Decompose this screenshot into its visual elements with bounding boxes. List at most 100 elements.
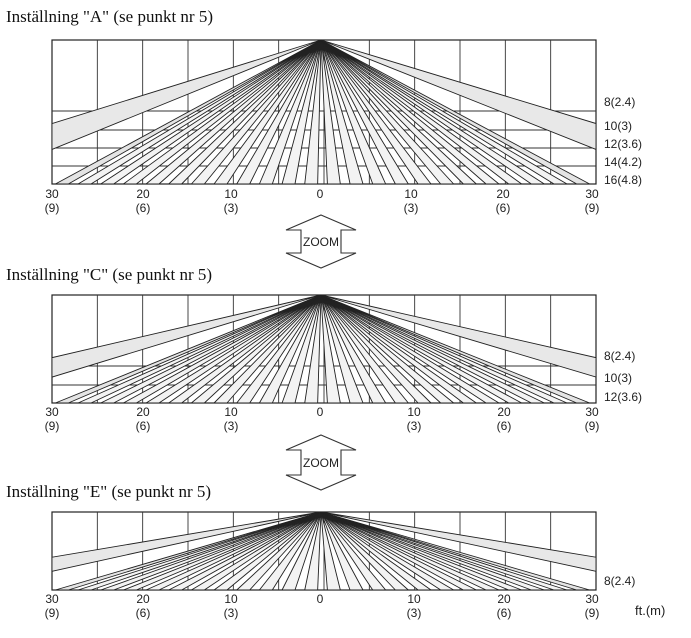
double-arrow-icon	[285, 434, 357, 491]
detection-beam	[122, 294, 322, 404]
range-label: 16(4.8)	[604, 173, 642, 187]
title-setting-e: Inställning "E" (se punkt nr 5)	[6, 482, 211, 501]
detection-beam	[236, 294, 322, 404]
x-label-m: (3)	[407, 606, 422, 620]
detection-beam	[168, 39, 322, 185]
detection-beam	[258, 294, 322, 404]
detection-beam	[320, 294, 597, 378]
range-label: 14(4.2)	[604, 155, 642, 169]
detection-beam	[168, 511, 322, 591]
zoom-label: ZOOM	[303, 235, 339, 249]
detection-beam	[213, 511, 322, 591]
x-axis-labels-e: 30 (9) 20 (6) 10 (3) 0 10 (3) 20 (6) 30 …	[45, 592, 600, 620]
detection-beam	[100, 39, 322, 185]
detection-beam	[320, 511, 523, 591]
detection-beam	[320, 39, 597, 151]
x-label-ft: 30	[585, 592, 599, 606]
detection-beam	[320, 294, 432, 404]
detection-beam	[281, 511, 322, 591]
detection-beam	[320, 39, 455, 185]
detection-beam	[77, 511, 322, 591]
detection-beam	[320, 294, 341, 404]
double-arrow-icon	[285, 214, 357, 269]
x-label-ft: 30	[45, 592, 59, 606]
detection-beam	[281, 294, 322, 404]
detection-beam	[77, 294, 322, 404]
x-label-ft: 10	[407, 592, 421, 606]
detection-beam	[320, 294, 387, 404]
detection-beam	[213, 39, 322, 185]
detection-beam	[320, 294, 477, 404]
range-label: 10(3)	[604, 371, 632, 385]
detection-beam	[190, 294, 322, 404]
detection-beam	[51, 294, 322, 378]
x-label-m: (6)	[136, 606, 151, 620]
detection-beam	[54, 294, 322, 404]
detection-beam	[320, 39, 477, 185]
detection-beam	[320, 294, 523, 404]
detection-beam	[320, 39, 500, 185]
x-label-m: (9)	[45, 606, 60, 620]
x-label-ft: 20	[136, 592, 150, 606]
detection-beam	[168, 294, 322, 404]
x-label-m: (3)	[404, 201, 419, 215]
detection-beam	[304, 39, 322, 185]
x-label-ft: 10	[224, 592, 238, 606]
x-label-m: (6)	[496, 201, 511, 215]
detection-beam	[320, 294, 500, 404]
detection-beam	[320, 511, 545, 591]
detection-beam	[122, 511, 322, 591]
detection-beam	[320, 294, 545, 404]
x-label-ft: 0	[317, 405, 324, 419]
detection-beam	[54, 39, 322, 185]
x-label-ft: 20	[497, 592, 511, 606]
detection-beam	[190, 39, 322, 185]
detection-beam	[320, 39, 568, 185]
x-axis-labels-a: 30 (9) 20 (6) 10 (3) 0 10 (3) 20 (6) 30 …	[45, 187, 600, 215]
x-label-m: (9)	[45, 201, 60, 215]
detection-beam	[213, 294, 322, 404]
x-axis-labels-c: 30 (9) 20 (6) 10 (3) 0 10 (3) 20 (6) 30 …	[45, 405, 600, 433]
detection-beam	[320, 511, 597, 572]
detection-beam	[122, 39, 322, 185]
detection-beam	[100, 294, 322, 404]
x-label-m: (9)	[45, 419, 60, 433]
detection-beam	[320, 39, 545, 185]
detection-beam	[320, 294, 568, 404]
detection-beam	[320, 511, 477, 591]
detection-beam	[320, 294, 364, 404]
x-label-m: (6)	[136, 419, 151, 433]
unit-label: ft.(m)	[635, 603, 665, 618]
x-label-ft: 0	[317, 187, 324, 201]
x-label-ft: 20	[136, 187, 150, 201]
detection-beam	[320, 294, 409, 404]
detection-beam	[304, 294, 322, 404]
range-labels-a: 8(2.4) 10(3) 12(3.6) 14(4.2) 16(4.8)	[604, 95, 642, 187]
x-label-ft: 30	[45, 405, 59, 419]
zoom-label: ZOOM	[303, 456, 339, 470]
x-label-ft: 30	[585, 405, 599, 419]
range-label: 12(3.6)	[604, 390, 642, 404]
x-label-m: (6)	[136, 201, 151, 215]
x-label-ft: 10	[224, 405, 238, 419]
range-labels-e: 8(2.4)	[604, 574, 635, 588]
x-label-ft: 30	[45, 187, 59, 201]
detection-beam	[236, 39, 322, 185]
x-label-ft: 30	[585, 187, 599, 201]
x-label-m: (3)	[224, 606, 239, 620]
detection-beam	[258, 511, 322, 591]
x-label-ft: 20	[136, 405, 150, 419]
x-label-m: (9)	[585, 419, 600, 433]
x-label-ft: 10	[407, 405, 421, 419]
x-label-m: (6)	[497, 606, 512, 620]
range-label: 8(2.4)	[604, 574, 635, 588]
range-label: 8(2.4)	[604, 95, 635, 109]
x-label-ft: 10	[404, 187, 418, 201]
detection-beam	[77, 39, 322, 185]
coverage-diagram-c	[51, 294, 597, 404]
detection-beam	[320, 39, 409, 185]
x-label-m: (9)	[585, 606, 600, 620]
detection-beam	[320, 39, 432, 185]
detection-beam	[145, 39, 322, 185]
